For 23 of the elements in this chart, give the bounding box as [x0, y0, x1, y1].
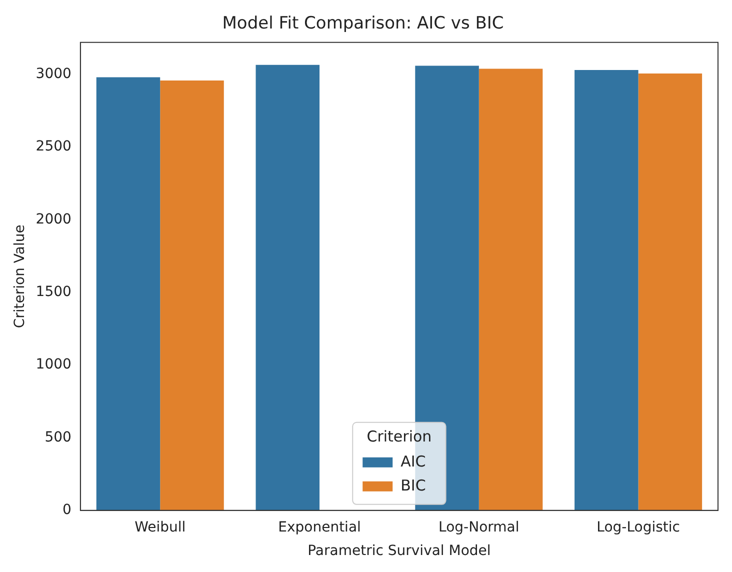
- y-axis-title: Criterion Value: [12, 224, 28, 328]
- y-tick-label: 1000: [36, 356, 72, 373]
- chart-title: Model Fit Comparison: AIC vs BIC: [222, 14, 504, 34]
- y-tick-label: 1500: [36, 284, 72, 300]
- bar: [638, 74, 702, 510]
- y-tick-label: 3000: [36, 66, 72, 82]
- bar: [478, 68, 543, 510]
- legend-title: Criterion: [366, 427, 432, 446]
- y-tick-label: 2500: [36, 138, 72, 155]
- bar: [160, 80, 224, 510]
- x-tick-label: Log-Normal: [438, 519, 520, 536]
- x-tick-label: Exponential: [278, 519, 361, 536]
- x-tick-label: Log-Logistic: [596, 519, 680, 536]
- y-tick-label: 0: [62, 502, 72, 518]
- bar: [256, 64, 320, 510]
- bar: [574, 70, 638, 510]
- bar: [96, 77, 160, 510]
- legend-label: BIC: [400, 476, 426, 494]
- y-tick-label: 500: [44, 429, 72, 446]
- x-axis-title: Parametric Survival Model: [308, 543, 491, 560]
- y-tick-label: 2000: [36, 211, 72, 228]
- x-tick-label: Weibull: [134, 519, 186, 536]
- legend-label: AIC: [400, 452, 426, 470]
